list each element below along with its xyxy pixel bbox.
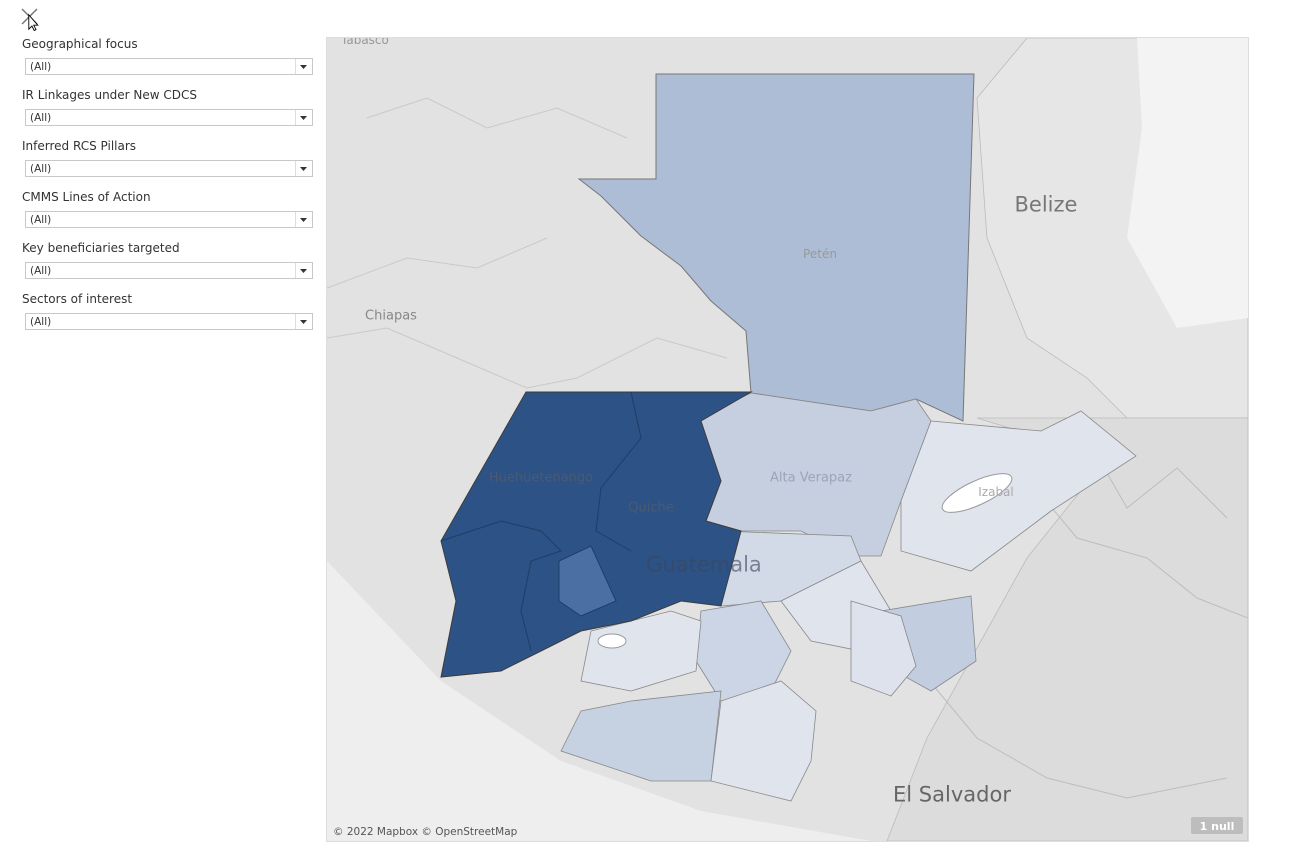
filter-label: IR Linkages under New CDCS [22, 88, 198, 102]
filter-dropdown[interactable]: (All) [25, 109, 313, 126]
null-badge-text: 1 null [1200, 820, 1235, 833]
dropdown-arrow [295, 263, 307, 278]
filter-label: Key beneficiaries targeted [22, 241, 180, 255]
map-label: Guatemala [646, 552, 762, 576]
dropdown-arrow [295, 161, 307, 176]
null-badge[interactable] [1191, 817, 1243, 834]
filter-value: (All) [30, 214, 52, 226]
filter-value: (All) [30, 265, 52, 277]
dropdown-arrow [295, 59, 307, 74]
dropdown-arrow [295, 110, 307, 125]
filter-dropdown[interactable]: (All) [25, 211, 313, 228]
map-label: Quiche [628, 501, 673, 516]
filter-value: (All) [30, 112, 52, 124]
filter-label: Sectors of interest [22, 292, 133, 306]
dropdown-arrow [295, 212, 307, 227]
map-label: Alta Verapaz [770, 471, 852, 486]
filter-value: (All) [30, 163, 52, 175]
map-label: Petén [803, 247, 837, 261]
map-label: El Salvador [893, 782, 1011, 806]
filter-label: CMMS Lines of Action [22, 190, 151, 204]
filter-dropdown[interactable]: (All) [25, 262, 313, 279]
close-button[interactable] [20, 7, 42, 37]
filter-value: (All) [30, 316, 52, 328]
map-label: Tabasco [340, 37, 389, 47]
map-label: Izabal [978, 485, 1014, 499]
filter-dropdown[interactable]: (All) [25, 160, 313, 177]
map-label: Belize [1015, 192, 1078, 216]
map-attribution: © 2022 Mapbox © OpenStreetMap [333, 826, 518, 838]
filter-dropdown[interactable]: (All) [25, 58, 313, 75]
filter-label: Inferred RCS Pillars [22, 139, 137, 153]
map: Tabasco Petén Belize Chiapas Huehuetenango Qu… [326, 37, 1249, 842]
filter-dropdown[interactable]: (All) [25, 313, 313, 330]
map-label: Chiapas [365, 309, 417, 324]
filter-value: (All) [30, 61, 52, 73]
filter-label: Geographical focus [22, 37, 138, 51]
map-label: Huehuetenango [489, 471, 593, 486]
dropdown-arrow [295, 314, 307, 329]
